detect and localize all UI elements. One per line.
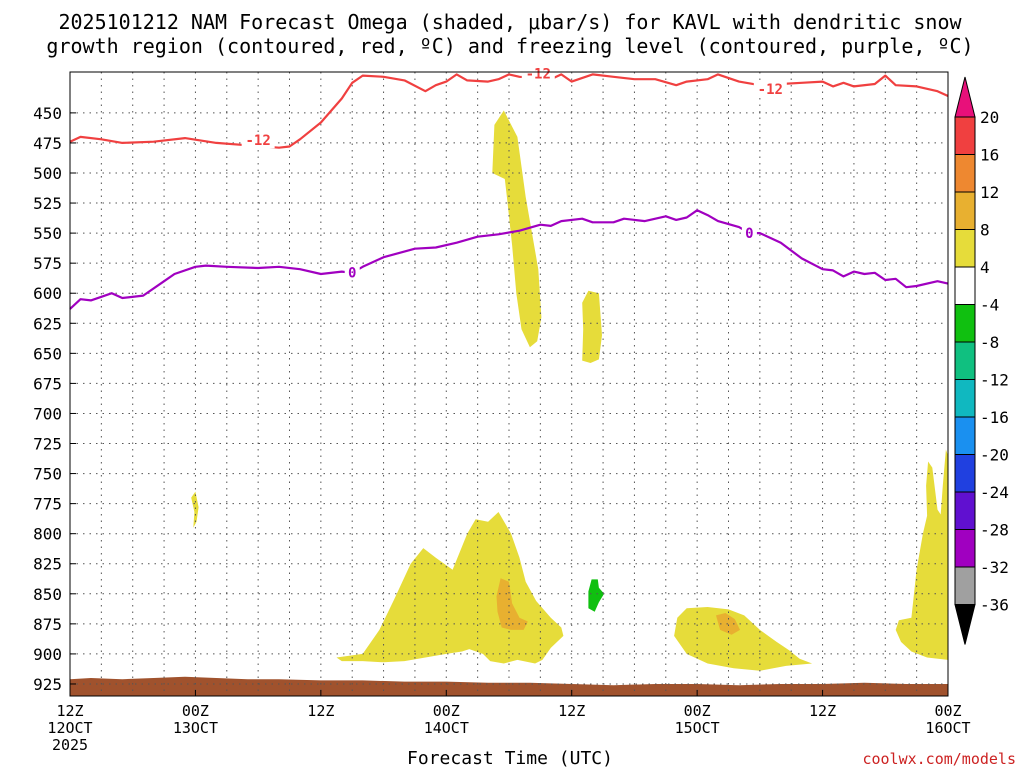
y-tick-label: 500 bbox=[33, 164, 62, 183]
colorbar-label: -12 bbox=[980, 371, 1009, 390]
y-axis: 450 475 500 525 550 575 600 625 650 675 700 725 750 7… bbox=[33, 104, 76, 694]
colorbar-label: -24 bbox=[980, 483, 1009, 502]
colorbar-label: -28 bbox=[980, 521, 1009, 540]
y-tick-label: 525 bbox=[33, 194, 62, 213]
plot-frame bbox=[69, 71, 949, 697]
colorbar-label: -32 bbox=[980, 558, 1009, 577]
y-tick-label: 675 bbox=[33, 374, 62, 393]
colorbar-top-arrow bbox=[954, 76, 976, 118]
y-tick-label: 925 bbox=[33, 675, 62, 694]
contour-label-bg bbox=[344, 264, 360, 281]
colorbar-segment bbox=[954, 454, 976, 493]
contour-line-freezing-level bbox=[69, 209, 949, 310]
ground-terrain bbox=[70, 676, 948, 696]
colorbar-segment bbox=[954, 116, 976, 155]
y-tick-label: 900 bbox=[33, 645, 62, 664]
x-tick-label: 14OCT bbox=[424, 719, 469, 737]
ground-fill bbox=[70, 676, 948, 696]
contour-label: 0 bbox=[348, 265, 356, 281]
colorbar-label: 16 bbox=[980, 146, 999, 165]
colorbar-segment bbox=[954, 491, 976, 530]
colorbar-segment bbox=[954, 229, 976, 268]
colorbar-label: -8 bbox=[980, 333, 999, 352]
contour-label-bg bbox=[741, 225, 757, 242]
colorbar-label: -20 bbox=[980, 446, 1009, 465]
x-tick-label: 00Z bbox=[934, 702, 961, 720]
contour-label-bg bbox=[753, 81, 787, 98]
x-tick-label: 15OCT bbox=[675, 719, 720, 737]
colorbar: 20 16 12 8 4 -4 -8 -12 -16 -20 -24 -28 -32 -36 bbox=[954, 76, 1009, 645]
colorbar-segment bbox=[954, 191, 976, 230]
colorbar-segment bbox=[954, 341, 976, 380]
y-tick-label: 775 bbox=[33, 495, 62, 514]
x-tick-label: 12OCT bbox=[47, 719, 92, 737]
omega-region-4 bbox=[674, 607, 813, 671]
colorbar-segment bbox=[954, 529, 976, 568]
y-tick-label: 700 bbox=[33, 404, 62, 423]
y-tick-label: 750 bbox=[33, 465, 62, 484]
y-tick-label: 800 bbox=[33, 525, 62, 544]
colorbar-label: 20 bbox=[980, 108, 999, 127]
colorbar-label: 8 bbox=[980, 221, 990, 240]
x-tick-label: 00Z bbox=[182, 702, 209, 720]
x-tick-label: 13OCT bbox=[173, 719, 218, 737]
contour-label-bg bbox=[521, 65, 555, 82]
omega-region-0 bbox=[492, 110, 542, 348]
colorbar-label: -36 bbox=[980, 596, 1009, 615]
grid bbox=[70, 72, 948, 696]
y-tick-label: 575 bbox=[33, 254, 62, 273]
y-tick-label: 475 bbox=[33, 134, 62, 153]
x-tick-label: 12Z bbox=[307, 702, 334, 720]
x-tick-label: 12Z bbox=[809, 702, 836, 720]
x-axis-label: Forecast Time (UTC) bbox=[407, 748, 613, 768]
contour-label: 0 bbox=[745, 226, 753, 242]
colorbar-segment bbox=[954, 566, 976, 605]
contour-lines bbox=[69, 73, 949, 310]
y-tick-label: 875 bbox=[33, 615, 62, 634]
contour-labels: -12 -12 -12 0 0 bbox=[241, 65, 787, 281]
omega-region-3 bbox=[336, 512, 564, 664]
contour-label: -12 bbox=[526, 66, 551, 82]
contour-label-bg bbox=[241, 132, 275, 149]
y-tick-label: 600 bbox=[33, 284, 62, 303]
y-tick-label: 825 bbox=[33, 555, 62, 574]
omega-region-8 bbox=[588, 579, 605, 612]
omega-shading bbox=[191, 110, 948, 671]
credit-text: coolwx.com/models bbox=[862, 750, 1016, 768]
colorbar-label: -4 bbox=[980, 296, 999, 315]
y-tick-label: 625 bbox=[33, 314, 62, 333]
colorbar-segment bbox=[954, 304, 976, 343]
x-tick-label: 16OCT bbox=[925, 719, 970, 737]
colorbar-segment bbox=[954, 416, 976, 455]
omega-region-6 bbox=[496, 578, 528, 630]
colorbar-label: 4 bbox=[980, 258, 990, 277]
colorbar-label: 12 bbox=[980, 183, 999, 202]
chart-title-line1: 2025101212 NAM Forecast Omega (shaded, μ… bbox=[58, 10, 962, 34]
y-tick-label: 850 bbox=[33, 585, 62, 604]
x-tick-label: 00Z bbox=[684, 702, 711, 720]
colorbar-bottom-arrow bbox=[954, 604, 976, 645]
x-tick-label: 2025 bbox=[52, 736, 88, 754]
colorbar-segment bbox=[954, 154, 976, 193]
contour-label: -12 bbox=[758, 82, 783, 98]
colorbar-segment bbox=[954, 379, 976, 418]
contour-line-dgz-minus12 bbox=[69, 73, 949, 149]
x-tick-label: 12Z bbox=[558, 702, 585, 720]
omega-region-5 bbox=[895, 449, 948, 660]
x-tick-label: 12Z bbox=[56, 702, 83, 720]
colorbar-label: -16 bbox=[980, 408, 1009, 427]
omega-region-1 bbox=[582, 290, 602, 363]
colorbar-segment bbox=[954, 266, 976, 305]
omega-region-2 bbox=[191, 491, 199, 528]
y-tick-label: 650 bbox=[33, 344, 62, 363]
x-tick-label: 00Z bbox=[433, 702, 460, 720]
y-tick-label: 450 bbox=[33, 104, 62, 123]
y-tick-label: 550 bbox=[33, 224, 62, 243]
contour-label: -12 bbox=[245, 133, 270, 149]
y-tick-label: 725 bbox=[33, 435, 62, 454]
chart-title-line2: growth region (contoured, red, ºC) and f… bbox=[46, 34, 973, 58]
